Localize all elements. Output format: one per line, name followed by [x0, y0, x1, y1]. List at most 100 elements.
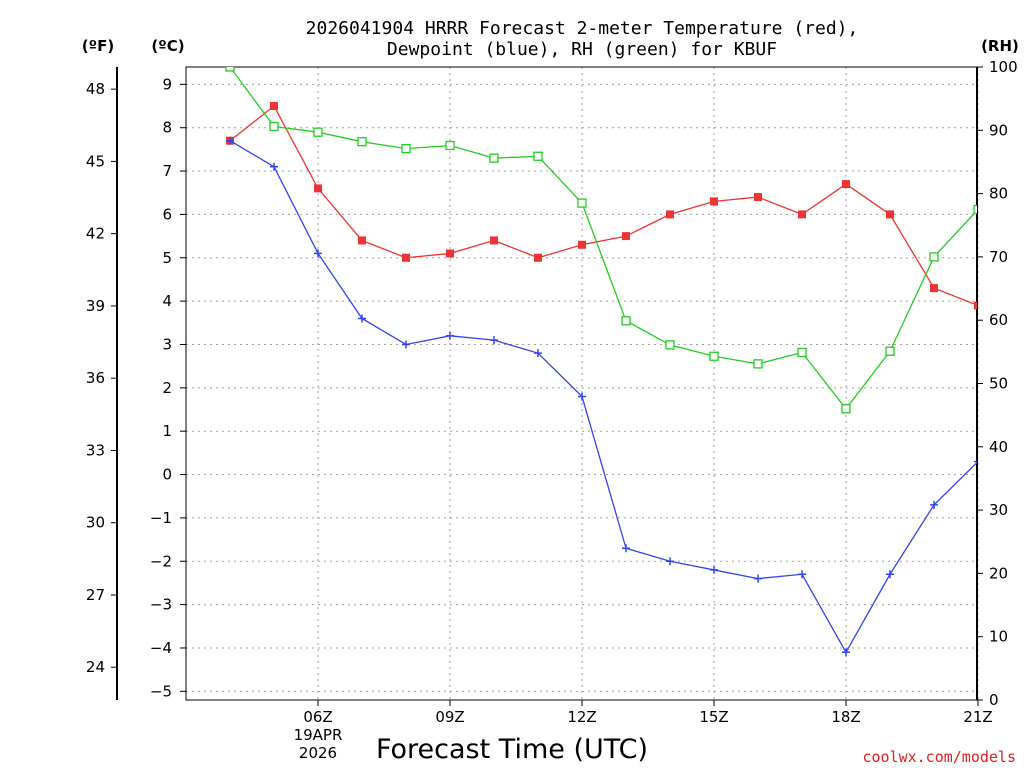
chart-title-line1: 2026041904 HRRR Forecast 2-meter Tempera…: [306, 18, 859, 39]
dewpoint-point: [842, 648, 850, 657]
rh-tick-label: 90: [989, 121, 1008, 139]
celsius-tick-label: −2: [150, 552, 172, 570]
rh-point: [797, 347, 807, 358]
fahrenheit-tick-label: 42: [86, 225, 105, 243]
temperature-point: [314, 184, 322, 193]
rh-point: [489, 153, 499, 163]
celsius-tick-label: 9: [162, 75, 172, 93]
celsius-tick-label: 4: [162, 292, 172, 310]
dewpoint-point: [402, 340, 410, 349]
credit-text: coolwx.com/models: [862, 748, 1016, 766]
x-tick-label: 15Z: [699, 708, 728, 726]
data-series: [225, 67, 1024, 657]
rh-tick-label: 60: [989, 311, 1008, 329]
temperature-point: [798, 210, 806, 219]
rh-point: [621, 316, 631, 326]
fahrenheit-tick-label: 30: [86, 514, 105, 532]
temperature-point: [974, 301, 977, 310]
dewpoint-point: [314, 249, 322, 258]
rh-point: [753, 359, 763, 369]
celsius-tick-label: 3: [162, 335, 172, 353]
dewpoint-line: [229, 140, 977, 654]
fahrenheit-unit-label: (ºF): [82, 37, 114, 55]
rh-point: [225, 67, 235, 72]
dewpoint-point: [270, 162, 278, 171]
dewpoint-point: [886, 570, 894, 579]
x-date-label: 19APR: [294, 726, 343, 744]
rh-point: [357, 137, 367, 147]
celsius-tick-label: −1: [150, 509, 172, 527]
celsius-tick-label: 8: [162, 119, 172, 137]
temperature-point: [402, 253, 410, 262]
temperature-point: [270, 102, 278, 111]
celsius-tick-label: 0: [162, 466, 172, 484]
dewpoint-point: [754, 574, 762, 583]
temperature-point: [666, 210, 674, 219]
rh-point: [841, 404, 851, 414]
celsius-tick-label: 1: [162, 422, 172, 440]
rh-point: [533, 151, 543, 161]
x-tick-label: 09Z: [435, 708, 464, 726]
x-tick-label: 12Z: [567, 708, 596, 726]
rh-tick-label: 40: [989, 438, 1008, 456]
temperature-point: [358, 236, 366, 245]
rh-point: [577, 198, 587, 208]
dewpoint-point: [798, 570, 806, 579]
fahrenheit-tick-label: 45: [86, 152, 105, 170]
x-tick-label: 06Z: [303, 708, 332, 726]
rh-point: [445, 140, 455, 151]
temperature-point: [446, 249, 454, 258]
celsius-tick-label: 6: [162, 205, 172, 223]
grid-lines: [186, 67, 979, 700]
temperature-point: [622, 232, 630, 241]
fahrenheit-tick-label: 48: [86, 80, 105, 98]
celsius-tick-label: −5: [150, 682, 172, 700]
celsius-tick-label: 2: [162, 379, 172, 397]
dewpoint-point: [446, 331, 454, 340]
rh-tick-label: 70: [989, 248, 1008, 266]
dewpoint-point: [1018, 414, 1024, 422]
rh-point: [885, 346, 895, 356]
rh-tick-label: 100: [989, 58, 1018, 76]
x-tick-label: 18Z: [831, 708, 860, 726]
temperature-point: [710, 197, 718, 206]
rh-tick-label: 10: [989, 628, 1008, 646]
temperature-point: [886, 210, 894, 219]
temperature-point: [754, 193, 762, 202]
series-group: [225, 67, 1024, 657]
dewpoint-point: [930, 500, 938, 509]
rh-point: [973, 204, 977, 215]
celsius-unit-label: (ºC): [151, 37, 184, 55]
rh-tick-label: 0: [989, 691, 999, 709]
chart-title-line2: Dewpoint (blue), RH (green) for KBUF: [387, 39, 777, 60]
x-year-label: 2026: [299, 744, 337, 762]
rh-tick-label: 20: [989, 564, 1008, 582]
fahrenheit-tick-label: 33: [86, 441, 105, 459]
rh-point: [269, 121, 279, 132]
dewpoint-point: [358, 314, 366, 323]
fahrenheit-tick-label: 39: [86, 297, 105, 315]
temperature-point: [1018, 371, 1024, 379]
dewpoint-point: [490, 336, 498, 345]
x-tick-label: 21Z: [963, 708, 992, 726]
temperature-line: [229, 105, 977, 306]
axes: [111, 66, 983, 706]
fahrenheit-tick-label: 36: [86, 369, 105, 387]
dewpoint-point: [710, 565, 718, 574]
rh-point: [313, 127, 323, 137]
fahrenheit-tick-label: 24: [86, 658, 105, 676]
x-axis-title: Forecast Time (UTC): [376, 734, 648, 765]
temperature-point: [534, 253, 542, 262]
temperature-point: [842, 180, 850, 189]
rh-unit-label: (RH): [981, 37, 1019, 55]
dewpoint-point: [534, 349, 542, 358]
fahrenheit-tick-label: 27: [86, 586, 105, 604]
rh-point: [1018, 105, 1024, 113]
dewpoint-point: [666, 557, 674, 566]
rh-tick-label: 30: [989, 501, 1008, 519]
rh-tick-label: 50: [989, 375, 1008, 393]
temperature-point: [490, 236, 498, 245]
rh-point: [665, 340, 675, 350]
